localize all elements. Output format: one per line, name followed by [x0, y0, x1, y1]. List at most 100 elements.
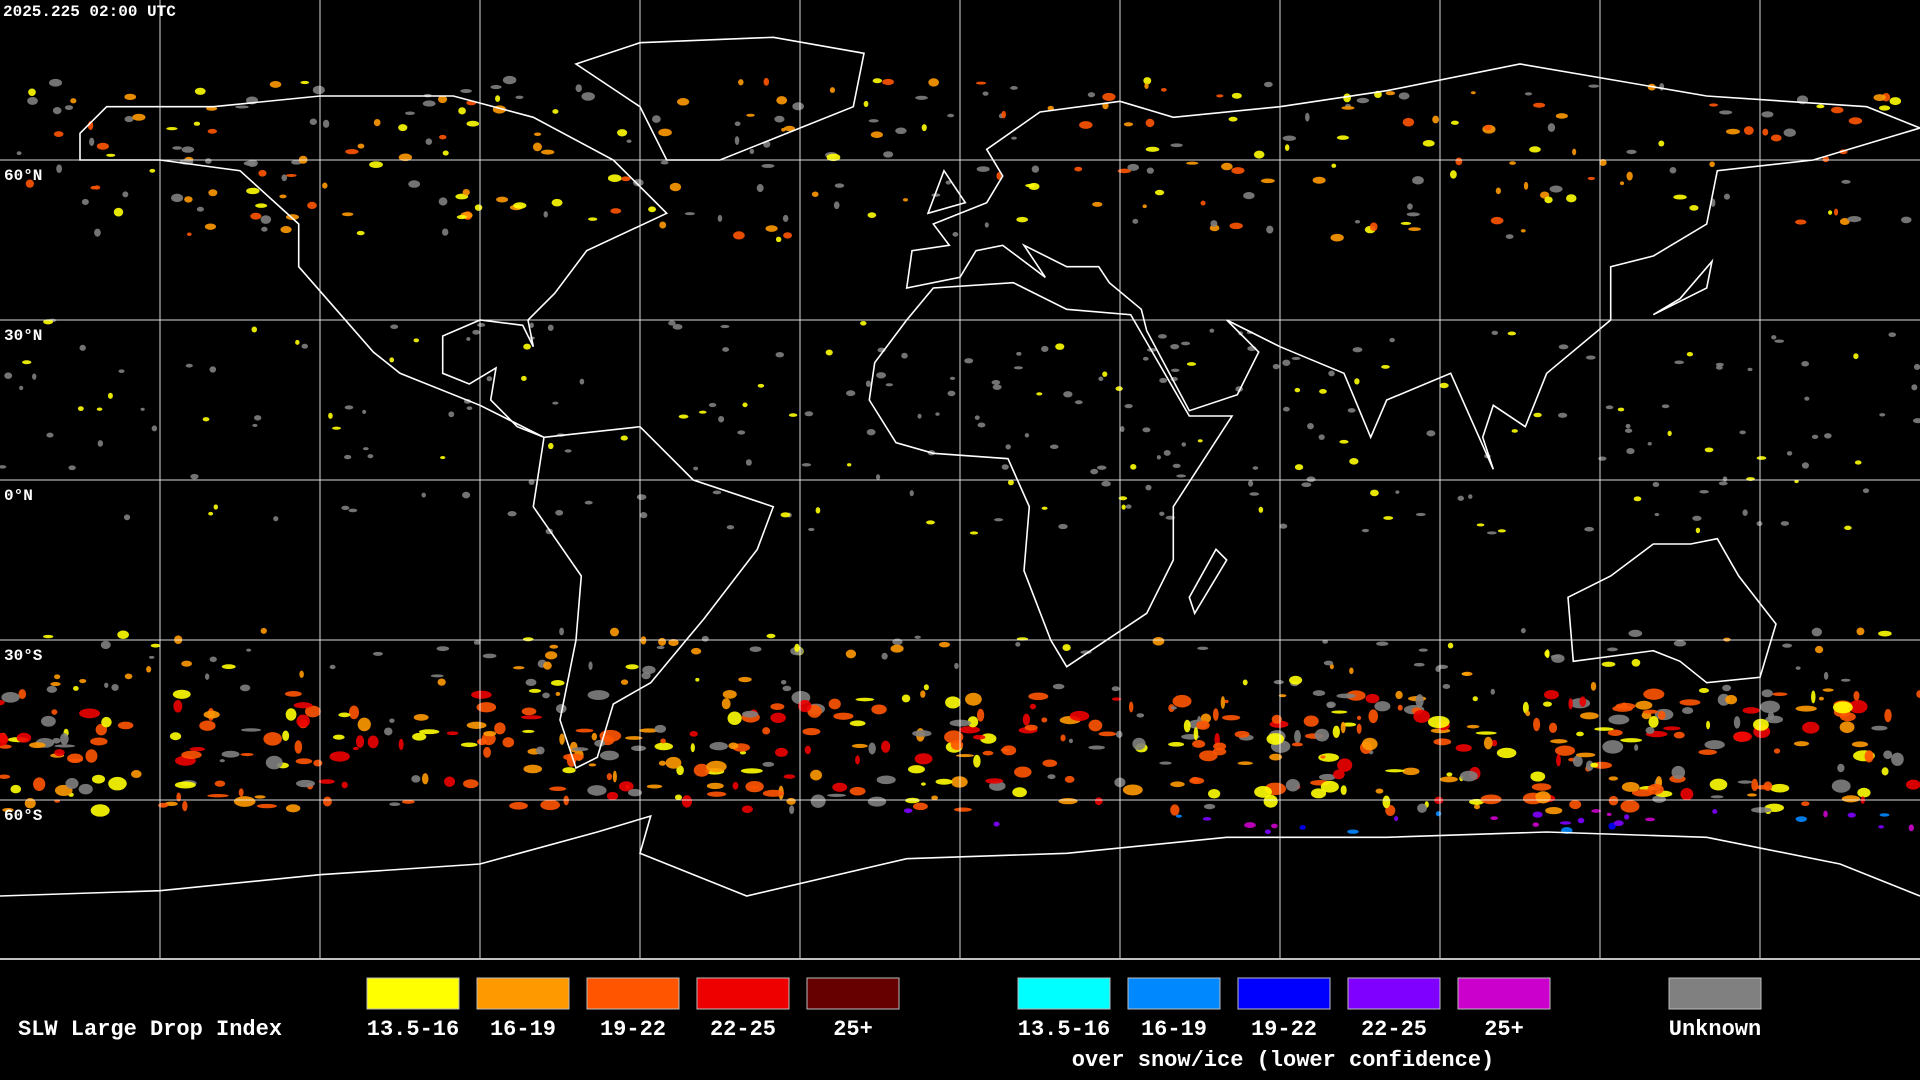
- legend-label: 25+: [833, 1017, 873, 1042]
- cloud-patch: [1087, 92, 1096, 98]
- cloud-patch: [281, 174, 288, 182]
- cloud-patch: [124, 116, 134, 123]
- cloud-patch: [1763, 781, 1773, 792]
- cloud-patch: [182, 800, 188, 812]
- cloud-patch: [552, 109, 559, 114]
- cloud-patch: [1400, 221, 1412, 225]
- cloud-patch: [1397, 704, 1403, 711]
- cloud-patch: [181, 146, 195, 153]
- cloud-patch: [706, 791, 727, 797]
- cloud-patch: [555, 509, 564, 516]
- cloud-patch: [507, 511, 517, 517]
- cloud-patch: [1545, 806, 1563, 815]
- cloud-patch: [1542, 701, 1552, 707]
- cloud-patch: [422, 100, 436, 107]
- cloud-patch: [1117, 168, 1132, 174]
- cloud-patch: [1062, 644, 1071, 652]
- cloud-patch: [1305, 112, 1310, 122]
- cloud-patch: [42, 634, 54, 639]
- cloud-patch: [543, 211, 548, 218]
- cloud-patch: [436, 646, 450, 652]
- cloud-patch: [150, 643, 161, 648]
- cloud-patch: [265, 755, 283, 770]
- cloud-patch: [1041, 345, 1049, 352]
- cloud-patch: [73, 685, 79, 691]
- cloud-patch: [477, 322, 486, 327]
- cloud-patch: [1271, 714, 1282, 724]
- cloud-patch: [1710, 795, 1724, 799]
- cloud-patch: [808, 527, 815, 532]
- cloud-patch: [1111, 697, 1122, 701]
- cloud-patch: [993, 821, 1000, 827]
- cloud-patch: [1159, 377, 1168, 384]
- cloud-patch: [1264, 81, 1273, 88]
- cloud-patch: [81, 198, 89, 206]
- cloud-patch: [982, 91, 989, 96]
- cloud-patch: [599, 750, 620, 761]
- cloud-patch: [1098, 376, 1104, 382]
- cloud-patch: [294, 740, 303, 754]
- cloud-patch: [1633, 496, 1642, 502]
- cloud-patch: [1652, 481, 1660, 488]
- coastline: [79, 95, 669, 439]
- cloud-patch: [1762, 128, 1769, 136]
- cloud-patch: [964, 358, 974, 364]
- cloud-patch: [883, 151, 894, 158]
- cloud-patch: [1369, 222, 1378, 231]
- cloud-patch: [1368, 709, 1379, 724]
- cloud-patch: [246, 648, 252, 652]
- cloud-patch: [398, 153, 413, 162]
- cloud-patch: [1041, 506, 1048, 510]
- cloud-patch: [591, 732, 598, 741]
- cloud-patch: [32, 373, 37, 380]
- cloud-patch: [1130, 464, 1137, 470]
- cloud-patch: [1475, 731, 1497, 735]
- cloud-patch: [810, 769, 823, 781]
- cloud-patch: [1058, 523, 1068, 530]
- cloud-patch: [1349, 458, 1359, 465]
- cloud-patch: [1096, 465, 1107, 470]
- cloud-patch: [398, 738, 404, 751]
- cloud-patch: [1266, 733, 1285, 745]
- cloud-patch: [79, 344, 86, 351]
- cloud-patch: [1213, 742, 1227, 751]
- cloud-patch: [1124, 404, 1133, 409]
- cloud-patch: [550, 680, 565, 686]
- cloud-patch: [172, 689, 191, 699]
- cloud-patch: [1524, 92, 1533, 96]
- cloud-patch: [833, 201, 840, 210]
- cloud-patch: [108, 776, 127, 791]
- cloud-patch: [1427, 715, 1450, 729]
- cloud-patch: [1170, 343, 1180, 350]
- cloud-patch: [207, 128, 218, 134]
- cloud-patch: [656, 645, 665, 650]
- cloud-patch: [1455, 157, 1463, 166]
- cloud-patch: [1258, 506, 1264, 513]
- cloud-patch: [642, 665, 656, 675]
- legend-swatch: [1347, 977, 1441, 1010]
- cloud-patch: [1102, 92, 1116, 101]
- cloud-patch: [1532, 822, 1540, 827]
- cloud-patch: [834, 183, 845, 188]
- cloud-patch: [1484, 124, 1492, 131]
- cloud-patch: [362, 447, 369, 451]
- cloud-patch: [587, 690, 610, 700]
- cloud-patch: [626, 139, 632, 143]
- cloud-patch: [1704, 740, 1725, 750]
- legend-swatch: [1457, 977, 1551, 1010]
- cloud-patch: [1667, 430, 1672, 437]
- cloud-patch: [390, 324, 399, 330]
- cloud-patch: [1544, 196, 1553, 204]
- cloud-patch: [221, 750, 240, 758]
- legend-label: 22-25: [1361, 1017, 1427, 1042]
- cloud-patch: [672, 324, 683, 330]
- cloud-patch: [208, 189, 218, 197]
- cloud-patch: [1291, 742, 1303, 747]
- cloud-patch: [1260, 178, 1275, 184]
- cloud-patch: [1544, 650, 1550, 657]
- cloud-patch: [1888, 332, 1897, 338]
- cloud-patch: [240, 752, 254, 757]
- cloud-patch: [1601, 661, 1616, 667]
- cloud-patch: [969, 531, 979, 535]
- cloud-patch: [235, 105, 249, 109]
